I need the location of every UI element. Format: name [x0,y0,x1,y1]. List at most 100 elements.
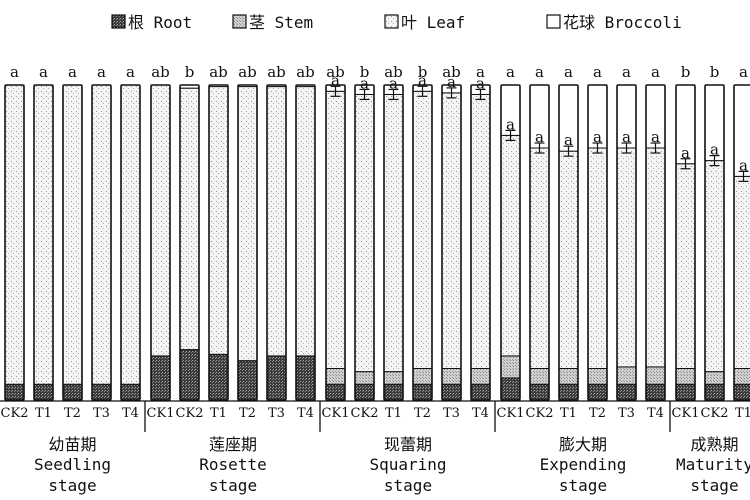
bar-seg-root [4,383,25,401]
bar-seg-leaf [704,160,725,373]
sig-letter-leaf: a [360,74,369,92]
sig-letter-leaf: a [389,74,398,92]
bar-seg-leaf [120,84,141,385]
bar-seg-leaf [4,84,25,385]
sig-letter: b [710,63,720,81]
x-tick-label: CK2 [176,406,204,421]
x-tick-label: CK2 [526,406,554,421]
x-tick-label: T4 [297,406,314,421]
bar-seg-stem [412,368,433,385]
bar-seg-root [616,383,637,401]
bar-seg-leaf [295,86,316,357]
sig-letter: a [97,63,106,81]
bar-seg-stem [325,368,346,385]
sig-letter: a [476,63,485,81]
bar-frame [33,84,54,401]
bar-seg-leaf [179,87,200,351]
x-tick-label: CK2 [701,406,729,421]
bar-frame [733,84,750,401]
x-tick-label: T4 [647,406,664,421]
bar-frame [529,84,550,401]
bar-seg-root [500,377,521,401]
bar-frame [295,84,316,401]
x-tick-label: CK1 [497,406,525,421]
x-tick-label: T3 [443,406,460,421]
bar-seg-root [675,383,696,401]
sig-letter-leaf: a [535,128,544,146]
bar-seg-leaf [587,147,608,369]
x-tick-label: T2 [64,406,81,421]
sig-letter: b [418,63,428,81]
x-tick-label: T3 [618,406,635,421]
stage-label-en: Seedling [34,455,111,474]
sig-letter: a [535,63,544,81]
bar-seg-root [587,383,608,401]
bar-seg-stem [441,368,462,385]
x-tick-label: T2 [239,406,256,421]
bar-frame [237,84,258,401]
stage-label-zh: 成熟期 [690,435,738,454]
x-tick-label: CK2 [1,406,29,421]
bar-frame [645,84,666,401]
sig-letter: ab [442,63,461,81]
bar-seg-root [150,355,171,401]
bar-seg-root [441,383,462,401]
sig-letter-leaf: a [564,131,573,149]
bar-frame [179,84,200,401]
bar-seg-leaf [412,90,433,370]
stage-label-zh: 膨大期 [559,435,607,454]
bar-seg-stem [704,371,725,385]
bar-frame [704,84,725,401]
bar-frame [266,84,287,401]
bar-seg-root [208,353,229,401]
bar-seg-leaf [62,84,83,385]
x-tick-label: T1 [35,406,52,421]
bar-frame [91,84,112,401]
sig-letter: ab [209,63,228,81]
bar-seg-leaf [383,93,404,373]
bar-seg-root [295,355,316,401]
bar-seg-stem [383,371,404,385]
bar-seg-leaf [208,86,229,355]
x-tick-label: CK2 [351,406,379,421]
legend-label-stem: 茎 Stem [249,13,313,32]
sig-letter-leaf: a [593,128,602,146]
stage-label-en2: stage [690,476,738,495]
sig-letter-leaf: a [622,128,631,146]
sig-letter: ab [238,63,257,81]
sig-letter: a [39,63,48,81]
bar-seg-leaf [675,163,696,369]
legend-label-broccoli: 花球 Broccoli [563,13,682,32]
sig-letter: a [564,63,573,81]
sig-letter: a [506,63,515,81]
x-tick-label: CK1 [322,406,350,421]
stage-label-zh: 幼苗期 [48,435,96,454]
bar-seg-root [558,383,579,401]
sig-letter: ab [326,63,345,81]
sig-letter: ab [384,63,403,81]
x-tick-label: T1 [210,406,227,421]
bar-seg-root [179,349,200,401]
bar-seg-leaf [266,86,287,357]
bar-seg-root [266,355,287,401]
sig-letter-leaf: a [681,144,690,162]
sig-letter: a [622,63,631,81]
sig-letter-leaf: a [331,71,340,89]
sig-letter: a [126,63,135,81]
bar-seg-root [412,383,433,401]
sig-letter: a [593,63,602,81]
bar-seg-stem [470,368,491,385]
sig-letter: a [10,63,19,81]
bar-seg-root [529,383,550,401]
x-tick-label: CK1 [672,406,700,421]
x-tick-label: T3 [93,406,110,421]
bar-frame [325,84,346,401]
sig-letter: a [68,63,77,81]
bar-seg-root [645,383,666,401]
sig-letter: a [651,63,660,81]
bar-frame [500,84,521,401]
bar-frame [616,84,637,401]
stage-label-en2: stage [384,476,432,495]
x-tick-label: T4 [122,406,139,421]
legend-swatch-stem [232,14,247,29]
